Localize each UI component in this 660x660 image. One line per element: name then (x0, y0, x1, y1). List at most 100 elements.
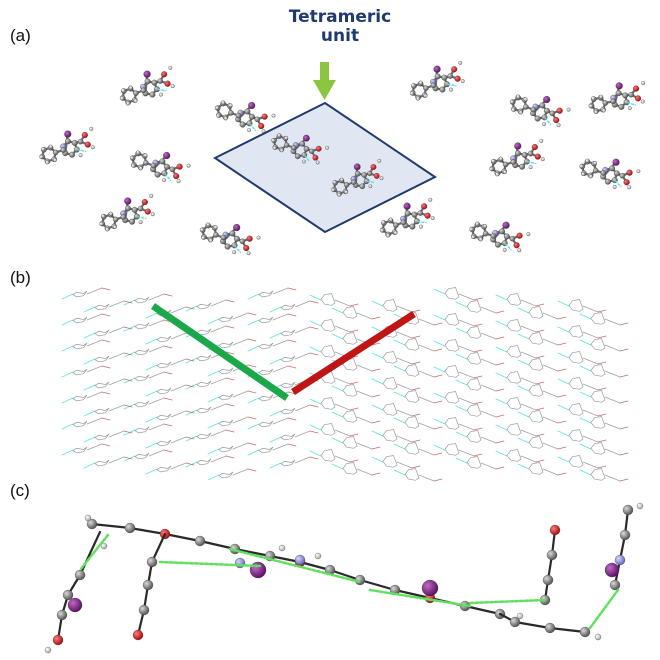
bond (579, 391, 592, 398)
bond (331, 437, 344, 444)
bond (185, 306, 195, 310)
bond (418, 370, 435, 378)
hydrogen-atom (314, 552, 322, 560)
hydrogen-atom (491, 159, 496, 163)
bond (185, 384, 195, 388)
carbon-atom (623, 99, 630, 106)
hydrogen-atom (228, 103, 233, 108)
bond (145, 442, 158, 449)
bond (145, 416, 158, 423)
hydrogen-atom (418, 224, 423, 229)
carbon-atom (393, 222, 399, 228)
oxygen-atom (556, 107, 563, 114)
carbon-atom (137, 205, 144, 212)
ring-wireframe (320, 449, 336, 462)
hydrogen-atom (176, 179, 181, 184)
bond (83, 332, 96, 339)
ring-wireframe (72, 368, 88, 376)
bond (371, 456, 384, 463)
hydrogen-atom (591, 96, 596, 101)
ring-wireframe (506, 293, 522, 306)
bond (433, 314, 446, 321)
carbon-atom (233, 235, 240, 242)
bond (210, 377, 227, 385)
iodine-atom (143, 70, 151, 78)
ring-wireframe (342, 358, 358, 371)
carbon-atom (86, 518, 98, 530)
hydrogen-atom (475, 221, 480, 226)
bond (108, 456, 125, 464)
hydrogen-atom (279, 148, 284, 153)
hydrogen-atom (579, 164, 584, 169)
bond (61, 449, 74, 456)
bond (210, 455, 227, 463)
bond (542, 390, 559, 398)
bond (619, 426, 629, 430)
ring-wireframe (320, 397, 336, 410)
ring-wireframe (444, 443, 460, 456)
direction-line-red (291, 311, 416, 395)
bond (393, 443, 406, 450)
bond (473, 375, 483, 379)
hydrogen-atom (418, 80, 423, 85)
carbon-atom (294, 153, 301, 160)
carbon-atom (441, 74, 448, 81)
carbon-atom (74, 569, 86, 581)
carbon-atom (615, 90, 622, 97)
bond (495, 466, 505, 470)
carbon-atom (521, 151, 528, 158)
bond (309, 398, 322, 405)
bond (287, 365, 297, 369)
hydrogen-atom (108, 211, 113, 216)
bond (458, 423, 475, 431)
bond (86, 339, 103, 347)
bond (458, 397, 475, 405)
oxygen-atom (531, 143, 538, 151)
panel-label-b: (b) (10, 268, 31, 287)
oxygen-atom (373, 173, 380, 179)
hydrogen-atom (90, 145, 95, 150)
hydrogen-atom (337, 192, 341, 197)
oxygen-atom (246, 235, 253, 242)
carbon-atom (213, 232, 219, 238)
bond (309, 430, 319, 434)
bond (495, 372, 508, 379)
oxygen-atom (52, 634, 64, 646)
bond (287, 287, 297, 291)
carbon-atom (112, 216, 119, 223)
bond (225, 429, 235, 433)
bond (542, 416, 559, 424)
oxygen-atom (161, 71, 168, 78)
bond (170, 332, 187, 340)
bond (582, 331, 599, 339)
bond (411, 361, 421, 365)
carbon-atom (494, 241, 501, 248)
bond (334, 299, 351, 307)
oxygen-atom (144, 208, 151, 215)
hydrogen-atom (99, 221, 104, 226)
hydrogen-atom (381, 220, 386, 225)
carbon-atom (619, 172, 626, 179)
oxygen-atom (243, 245, 250, 252)
ring-wireframe (72, 342, 88, 350)
hydrogen-atom (471, 235, 476, 239)
hydrogen-atom (566, 107, 571, 112)
ring-wireframe (280, 355, 296, 363)
iodine-atom (67, 597, 83, 613)
panel-a-highlighted-molecules (271, 133, 384, 197)
carbon-atom (430, 82, 437, 89)
bond (393, 469, 406, 476)
bond (287, 443, 297, 447)
bond (604, 318, 621, 326)
ring-wireframe (258, 342, 274, 350)
hydrogen-atom (448, 87, 453, 92)
bond (232, 468, 249, 476)
carbon-atom (404, 210, 411, 217)
carbon-atom (150, 162, 157, 169)
ring-wireframe (196, 354, 212, 362)
hydrogen-atom (460, 79, 465, 84)
hydrogen-atom (509, 99, 514, 104)
bond (356, 312, 373, 320)
bond (582, 383, 599, 391)
bond (619, 452, 629, 456)
